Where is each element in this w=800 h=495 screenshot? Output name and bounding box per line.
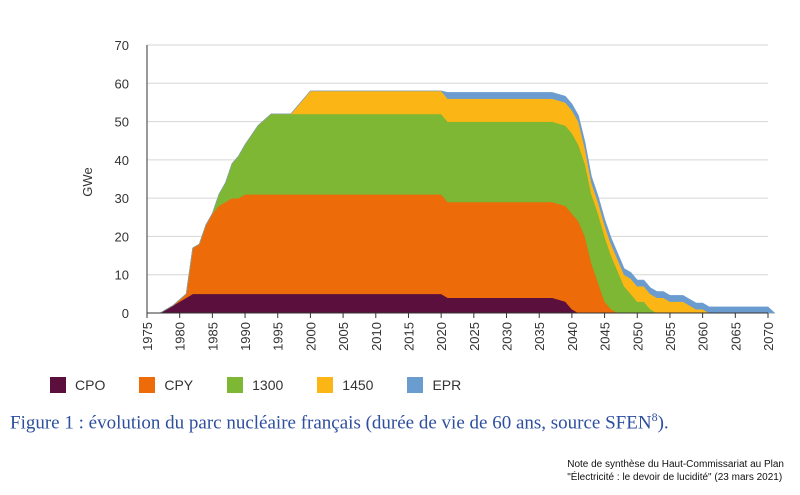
- y-tick-label-0: 0: [122, 306, 129, 321]
- source-note-line-1: Note de synthèse du Haut-Commissariat au…: [567, 459, 784, 470]
- source-note: Note de synthèse du Haut-Commissariat au…: [567, 458, 784, 484]
- x-tick-label-2015: 2015: [401, 322, 416, 351]
- x-tick-label-2055: 2055: [663, 322, 678, 351]
- y-tick-label-20: 20: [115, 229, 129, 244]
- x-tick-label-2065: 2065: [728, 322, 743, 351]
- y-tick-label-70: 70: [115, 38, 129, 53]
- x-tick-label-2005: 2005: [336, 322, 351, 351]
- legend-item-1300: 1300: [227, 377, 283, 393]
- caption-end: ).: [657, 412, 669, 434]
- legend-label: 1300: [252, 377, 284, 393]
- legend-swatch: [317, 377, 334, 393]
- y-tick-label-40: 40: [115, 153, 129, 168]
- x-tick-label-1985: 1985: [205, 322, 220, 351]
- x-tick-label-1980: 1980: [173, 322, 188, 351]
- legend-label: CPO: [75, 377, 106, 393]
- legend-item-epr: EPR: [407, 377, 461, 393]
- source-note-line-2: "Électricité : le devoir de lucidité" (2…: [567, 472, 783, 483]
- x-tick-label-2045: 2045: [598, 322, 613, 351]
- x-tick-label-2010: 2010: [369, 322, 384, 351]
- caption-text: Figure 1 : évolution du parc nucléaire f…: [10, 412, 652, 434]
- legend-label: EPR: [432, 377, 462, 393]
- y-tick-label-30: 30: [115, 191, 129, 206]
- x-tick-label-2035: 2035: [532, 322, 547, 351]
- x-tick-label-1975: 1975: [140, 322, 155, 351]
- x-tick-label-2040: 2040: [565, 322, 580, 351]
- chart-legend: CPO CPY 1300 1450 EPR: [50, 373, 495, 397]
- legend-swatch: [50, 377, 66, 393]
- legend-label: CPY: [164, 377, 194, 393]
- y-tick-label-10: 10: [115, 268, 129, 283]
- legend-swatch: [407, 377, 424, 393]
- x-tick-label-2030: 2030: [500, 322, 515, 351]
- x-tick-label-2025: 2025: [467, 322, 482, 351]
- x-tick-label-2060: 2060: [696, 322, 711, 351]
- legend-item-1450: 1450: [317, 377, 373, 393]
- x-tick-label-1995: 1995: [271, 322, 286, 351]
- x-tick-label-2020: 2020: [434, 322, 449, 351]
- legend-label: 1450: [342, 377, 374, 393]
- chart-areas: [158, 90, 776, 314]
- area-series-epr: [159, 90, 776, 314]
- legend-swatch: [227, 377, 244, 393]
- x-tick-label-2070: 2070: [761, 322, 776, 351]
- y-tick-label-60: 60: [115, 76, 129, 91]
- x-tick-label-2000: 2000: [303, 322, 318, 351]
- figure-caption: Figure 1 : évolution du parc nucléaire f…: [10, 410, 669, 434]
- caption-footnote: 8: [651, 410, 658, 424]
- legend-swatch: [139, 377, 156, 393]
- legend-item-cpo: CPO: [50, 377, 105, 393]
- x-tick-label-2050: 2050: [630, 322, 645, 351]
- y-axis-title: GWe: [80, 167, 95, 196]
- y-tick-label-50: 50: [115, 115, 129, 130]
- x-tick-label-1990: 1990: [238, 322, 253, 351]
- legend-item-cpy: CPY: [139, 377, 193, 393]
